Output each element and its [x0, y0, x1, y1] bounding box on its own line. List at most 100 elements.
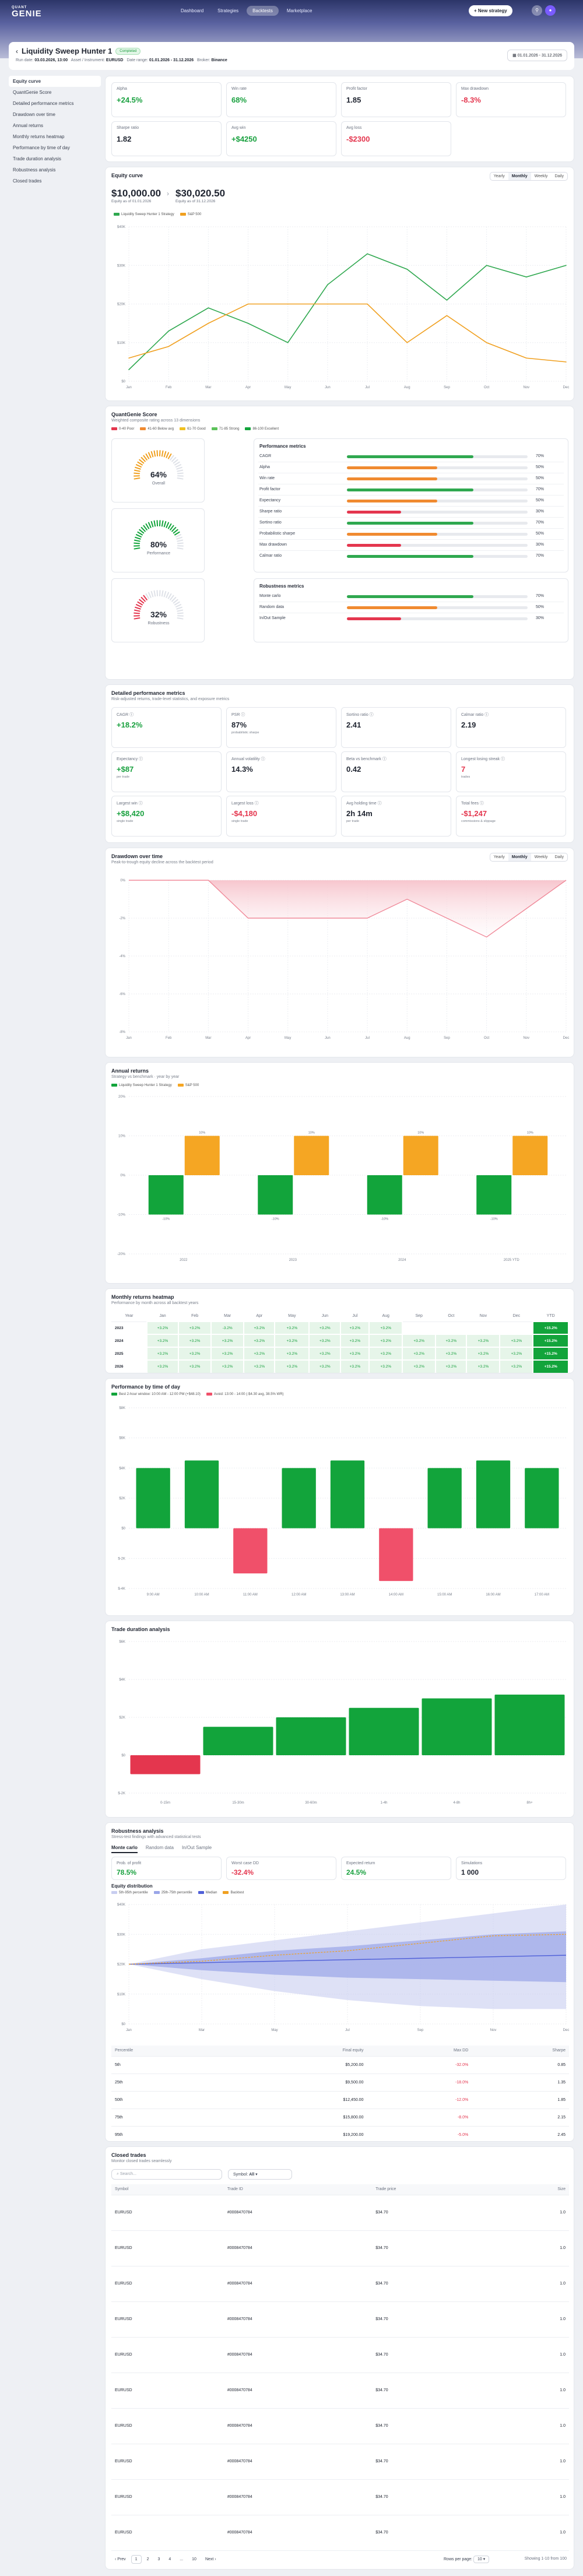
gauge-tick — [147, 452, 152, 458]
heatmap-cell: +3.2% — [402, 1347, 437, 1360]
table-row[interactable]: EURUSD #0008470784 $34.70 1.0 — [111, 2301, 569, 2338]
notification-icon[interactable]: ⚲ — [532, 5, 542, 16]
gauge-value: 64% — [150, 470, 167, 479]
metric-value: 1 000 — [461, 1868, 479, 1876]
table-row[interactable]: EURUSD #0008470784 $34.70 1.0 — [111, 2195, 569, 2231]
legend-swatch — [206, 1393, 212, 1396]
bar — [276, 1717, 346, 1755]
data-point — [526, 357, 527, 359]
table-row[interactable]: EURUSD #0008470784 $34.70 1.0 — [111, 2408, 569, 2444]
table-cell: $34.70 — [372, 2515, 500, 2551]
legend-swatch — [223, 1891, 229, 1894]
metric-score: 70% — [536, 554, 545, 558]
gauge-tick — [170, 595, 174, 600]
next-button[interactable]: Next › — [205, 2557, 216, 2561]
bar — [525, 1468, 559, 1528]
heatmap-cell: +3.2% — [435, 1347, 468, 1360]
gauge-tick — [177, 472, 184, 475]
gauge-tick — [176, 536, 182, 540]
x-tick-label: Apr — [245, 386, 251, 389]
heatmap-cell: +3.2% — [435, 1359, 468, 1373]
sidebar-item[interactable]: QuantGenie Score — [13, 90, 52, 95]
heatmap-cell: +15.2% — [532, 1334, 569, 1347]
data-point — [168, 346, 169, 347]
period-monthly[interactable]: Monthly — [508, 853, 531, 861]
symbol-filter[interactable]: Symbol: All ▾ — [228, 2169, 292, 2180]
gauge-tick — [174, 531, 180, 536]
app-logo[interactable]: QUANT GENIE — [12, 6, 42, 19]
period-monthly[interactable]: Monthly — [508, 173, 531, 180]
sidebar-item[interactable]: Trade duration analysis — [13, 156, 61, 161]
nav-item-marketplace[interactable]: Marketplace — [286, 8, 312, 13]
legend-item: 41-60 Below avg — [140, 427, 174, 431]
tab-random-data[interactable]: Random data — [145, 1845, 174, 1850]
table-row: 5th $5,200.00 -32.0% 0.85 — [111, 2056, 569, 2074]
heatmap-cell: +3.2% — [178, 1359, 212, 1373]
tab-monte-carlo[interactable]: Monte carlo — [111, 1845, 138, 1853]
metric-value: +$4250 — [231, 135, 257, 143]
sidebar-item[interactable]: Detailed performance metrics — [13, 101, 74, 106]
data-point — [526, 276, 527, 277]
metric-value: 2.19 — [461, 721, 476, 729]
legend-item: Liquidity Sweep Hunter 1 Strategy — [111, 1084, 172, 1087]
period-yearly[interactable]: Yearly — [493, 855, 505, 859]
heatmap-cell: +3.2% — [340, 1334, 370, 1347]
table-col-header: Symbol — [111, 2184, 224, 2195]
table-row[interactable]: EURUSD #0008470784 $34.70 1.0 — [111, 2230, 569, 2266]
sidebar-item[interactable]: Monthly returns heatmap — [13, 134, 65, 139]
table-row[interactable]: EURUSD #0008470784 $34.70 1.0 — [111, 2337, 569, 2373]
sidebar-item[interactable]: Drawdown over time — [13, 112, 55, 117]
table-row[interactable]: EURUSD #0008470784 $34.70 1.0 — [111, 2373, 569, 2409]
period-yearly[interactable]: Yearly — [493, 174, 505, 178]
table-row[interactable]: EURUSD #0008470784 $34.70 1.0 — [111, 2479, 569, 2515]
sidebar-item[interactable]: Equity curve — [9, 76, 101, 87]
sidebar-item[interactable]: Annual returns — [13, 123, 44, 128]
heatmap-cell — [466, 1322, 500, 1334]
back-icon[interactable]: ‹ — [16, 47, 18, 55]
period-daily[interactable]: Daily — [554, 174, 564, 178]
page-button[interactable]: 4 — [168, 2557, 171, 2561]
page-button[interactable]: 10 — [192, 2557, 196, 2561]
table-cell: $34.70 — [372, 2373, 500, 2409]
tab-in-out-sample[interactable]: In/Out Sample — [181, 1845, 212, 1850]
rows-per-page-select[interactable]: 10 ▾ — [473, 2556, 490, 2563]
period-weekly[interactable]: Weekly — [534, 174, 548, 178]
x-tick-label: May — [285, 386, 291, 389]
page-button[interactable]: 2 — [146, 2557, 149, 2561]
heatmap-col-header: Sep — [402, 1311, 436, 1322]
gauge-tick — [143, 525, 147, 530]
page-button[interactable]: 1 — [131, 2555, 142, 2564]
nav-item-backtests[interactable]: Backtests — [247, 6, 279, 16]
rows-per-page: Rows per page: 10 ▾ — [444, 2556, 490, 2563]
legend-label: Liquidity Sweep Hunter 1 Strategy — [121, 213, 174, 217]
page-button[interactable]: 3 — [157, 2557, 160, 2561]
metric-label: Sharpe ratio — [117, 126, 139, 130]
x-tick-label: Sep — [417, 2029, 424, 2032]
score-legend: 0-40 Poor 41-60 Below avg 61-70 Good 71-85 … — [111, 427, 279, 431]
nav-item-strategies[interactable]: Strategies — [217, 8, 239, 13]
y-tick-label: -8% — [119, 1031, 125, 1034]
table-row[interactable]: EURUSD #0008470784 $34.70 1.0 — [111, 2515, 569, 2551]
table-row[interactable]: EURUSD #0008470784 $34.70 1.0 — [111, 2266, 569, 2302]
sidebar-item[interactable]: Robustness analysis — [13, 167, 56, 173]
gauge-tick — [175, 604, 182, 607]
avatar[interactable]: ● — [545, 5, 556, 16]
prev-button[interactable]: ‹ Prev — [115, 2557, 126, 2561]
heatmap-cell: +3.2% — [308, 1359, 342, 1373]
sidebar-item[interactable]: Closed trades — [13, 178, 42, 184]
metric-label: Annual volatility ⓘ — [231, 757, 265, 761]
heatmap-cell: +3.2% — [146, 1334, 180, 1347]
new-strategy-button[interactable]: + New strategy — [469, 5, 512, 16]
x-tick-label: Jun — [325, 386, 331, 389]
metric-label: Win rate — [231, 87, 247, 91]
period-weekly[interactable]: Weekly — [534, 855, 548, 859]
sidebar-item[interactable]: Performance by time of day — [13, 145, 70, 150]
search-input[interactable]: ⌕ Search... — [111, 2169, 222, 2180]
nav-item-dashboard[interactable]: Dashboard — [181, 8, 204, 13]
period-daily[interactable]: Daily — [554, 855, 564, 859]
table-row[interactable]: EURUSD #0008470784 $34.70 1.0 — [111, 2444, 569, 2480]
table-cell: EURUSD — [111, 2444, 224, 2480]
date-range-picker[interactable]: ▦ 01.01.2026 - 31.12.2026 — [507, 50, 567, 61]
page-button[interactable]: ... — [180, 2557, 184, 2561]
